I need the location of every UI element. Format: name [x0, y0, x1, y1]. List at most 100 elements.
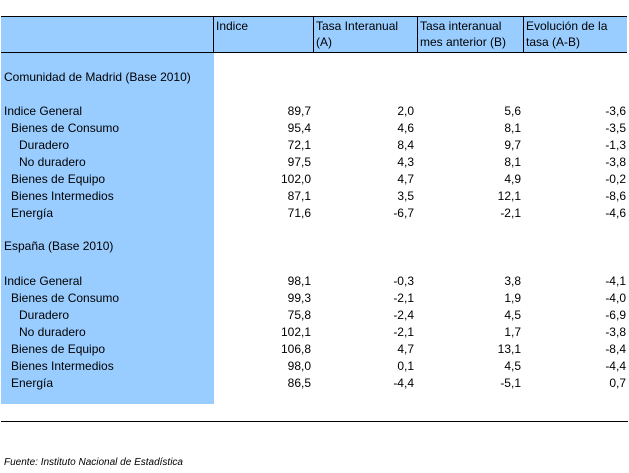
cell-ab: -8,4	[605, 342, 626, 356]
cell-b: 8,1	[504, 155, 521, 169]
header-evolucion: Evolución de la tasa (A-B)	[526, 18, 607, 50]
cell-ab: -3,8	[605, 155, 626, 169]
cell-indice: 86,5	[287, 376, 311, 390]
section-title: Comunidad de Madrid (Base 2010)	[4, 70, 191, 84]
row-label: Indice General	[4, 274, 83, 288]
column-separator	[313, 16, 314, 52]
header-tasa-interanual-line2: (A)	[316, 35, 332, 49]
table-row: Indice General 89,7 2,0 5,6 -3,6	[0, 103, 629, 120]
cell-a: -0,3	[393, 274, 414, 288]
header-indice: Indice	[216, 18, 248, 34]
cell-b: -5,1	[500, 376, 521, 390]
table-row: Bienes Intermedios 87,1 3,5 12,1 -8,6	[0, 188, 629, 205]
row-label: Bienes de Consumo	[11, 121, 120, 135]
cell-indice: 75,8	[287, 308, 311, 322]
table-row: Bienes de Equipo 106,8 4,7 13,1 -8,4	[0, 341, 629, 358]
header-tasa-mes-anterior-line2: mes anterior (B)	[420, 35, 507, 49]
cell-a: -2,4	[393, 308, 414, 322]
row-label: Bienes Intermedios	[11, 359, 114, 373]
cell-ab: -6,9	[605, 308, 626, 322]
cell-b: 1,7	[504, 325, 521, 339]
cell-ab: -3,5	[605, 121, 626, 135]
cell-indice: 71,6	[287, 206, 311, 220]
cell-ab: -3,6	[605, 104, 626, 118]
header-tasa-interanual: Tasa Interanual (A)	[316, 18, 398, 50]
cell-b: 4,9	[504, 172, 521, 186]
table-row: Energía 71,6 -6,7 -2,1 -4,6	[0, 205, 629, 222]
cell-a: 8,4	[397, 138, 414, 152]
cell-indice: 98,0	[287, 359, 311, 373]
row-label: Duradero	[19, 138, 70, 152]
cell-indice: 102,0	[280, 172, 311, 186]
row-label: Indice General	[4, 104, 83, 118]
table-row: No duradero 102,1 -2,1 1,7 -3,8	[0, 324, 629, 341]
row-label-band	[1, 53, 214, 404]
cell-indice: 89,7	[287, 104, 311, 118]
table-row: Energía 86,5 -4,4 -5,1 0,7	[0, 375, 629, 392]
cell-indice: 72,1	[287, 138, 311, 152]
cell-b: 4,5	[504, 308, 521, 322]
header-evolucion-line2: tasa (A-B)	[526, 35, 581, 49]
cell-b: 12,1	[497, 189, 521, 203]
cell-indice: 99,3	[287, 291, 311, 305]
cell-indice: 98,1	[287, 274, 311, 288]
row-label: Bienes Intermedios	[11, 189, 114, 203]
cell-a: 4,7	[397, 342, 414, 356]
cell-a: 3,5	[397, 189, 414, 203]
table-row: No duradero 97,5 4,3 8,1 -3,8	[0, 154, 629, 171]
row-label: No duradero	[19, 325, 86, 339]
cell-ab: -1,3	[605, 138, 626, 152]
cell-ab: -4,1	[605, 274, 626, 288]
cell-indice: 95,4	[287, 121, 311, 135]
section-title: España (Base 2010)	[4, 239, 114, 253]
table-header	[1, 16, 627, 53]
cell-b: 3,8	[504, 274, 521, 288]
cell-b: 4,5	[504, 359, 521, 373]
header-indice-line1: Indice	[216, 19, 249, 33]
table-row: Bienes de Consumo 95,4 4,6 8,1 -3,5	[0, 120, 629, 137]
column-separator	[213, 16, 214, 52]
row-label: Bienes de Equipo	[11, 172, 106, 186]
row-label: No duradero	[19, 155, 86, 169]
cell-indice: 106,8	[280, 342, 311, 356]
cell-ab: -4,6	[605, 206, 626, 220]
table-row: Indice General 98,1 -0,3 3,8 -4,1	[0, 273, 629, 290]
header-evolucion-line1: Evolución de la	[526, 19, 608, 33]
cell-b: 8,1	[504, 121, 521, 135]
cell-ab: 0,7	[609, 376, 626, 390]
cell-b: 9,7	[504, 138, 521, 152]
cell-ab: -4,0	[605, 291, 626, 305]
row-label: Duradero	[19, 308, 70, 322]
header-tasa-mes-anterior-line1: Tasa interanual	[420, 19, 502, 33]
table-row: Duradero 72,1 8,4 9,7 -1,3	[0, 137, 629, 154]
cell-b: 1,9	[504, 291, 521, 305]
cell-a: -2,1	[393, 325, 414, 339]
cell-a: -2,1	[393, 291, 414, 305]
cell-b: 5,6	[504, 104, 521, 118]
column-separator	[523, 16, 524, 52]
cell-ab: -0,2	[605, 172, 626, 186]
row-label: Bienes de Equipo	[11, 342, 106, 356]
cell-a: 4,3	[397, 155, 414, 169]
cell-a: -6,7	[393, 206, 414, 220]
table-row: Bienes Intermedios 98,0 0,1 4,5 -4,4	[0, 358, 629, 375]
cell-ab: -4,4	[605, 359, 626, 373]
cell-a: -4,4	[393, 376, 414, 390]
source-note: Fuente: Instituto Nacional de Estadístic…	[4, 457, 183, 468]
cell-a: 0,1	[397, 359, 414, 373]
cell-indice: 102,1	[280, 325, 311, 339]
cell-b: 13,1	[497, 342, 521, 356]
table-row: Bienes de Consumo 99,3 -2,1 1,9 -4,0	[0, 290, 629, 307]
header-tasa-mes-anterior: Tasa interanual mes anterior (B)	[420, 18, 506, 50]
cell-a: 4,6	[397, 121, 414, 135]
header-tasa-interanual-line1: Tasa Interanual	[316, 19, 399, 33]
cell-indice: 97,5	[287, 155, 311, 169]
cell-indice: 87,1	[287, 189, 311, 203]
cell-a: 4,7	[397, 172, 414, 186]
row-label: Energía	[11, 206, 54, 220]
row-label: Bienes de Consumo	[11, 291, 120, 305]
cell-b: -2,1	[500, 206, 521, 220]
table-row: Duradero 75,8 -2,4 4,5 -6,9	[0, 307, 629, 324]
bottom-rule	[1, 421, 628, 422]
table-row: Bienes de Equipo 102,0 4,7 4,9 -0,2	[0, 171, 629, 188]
